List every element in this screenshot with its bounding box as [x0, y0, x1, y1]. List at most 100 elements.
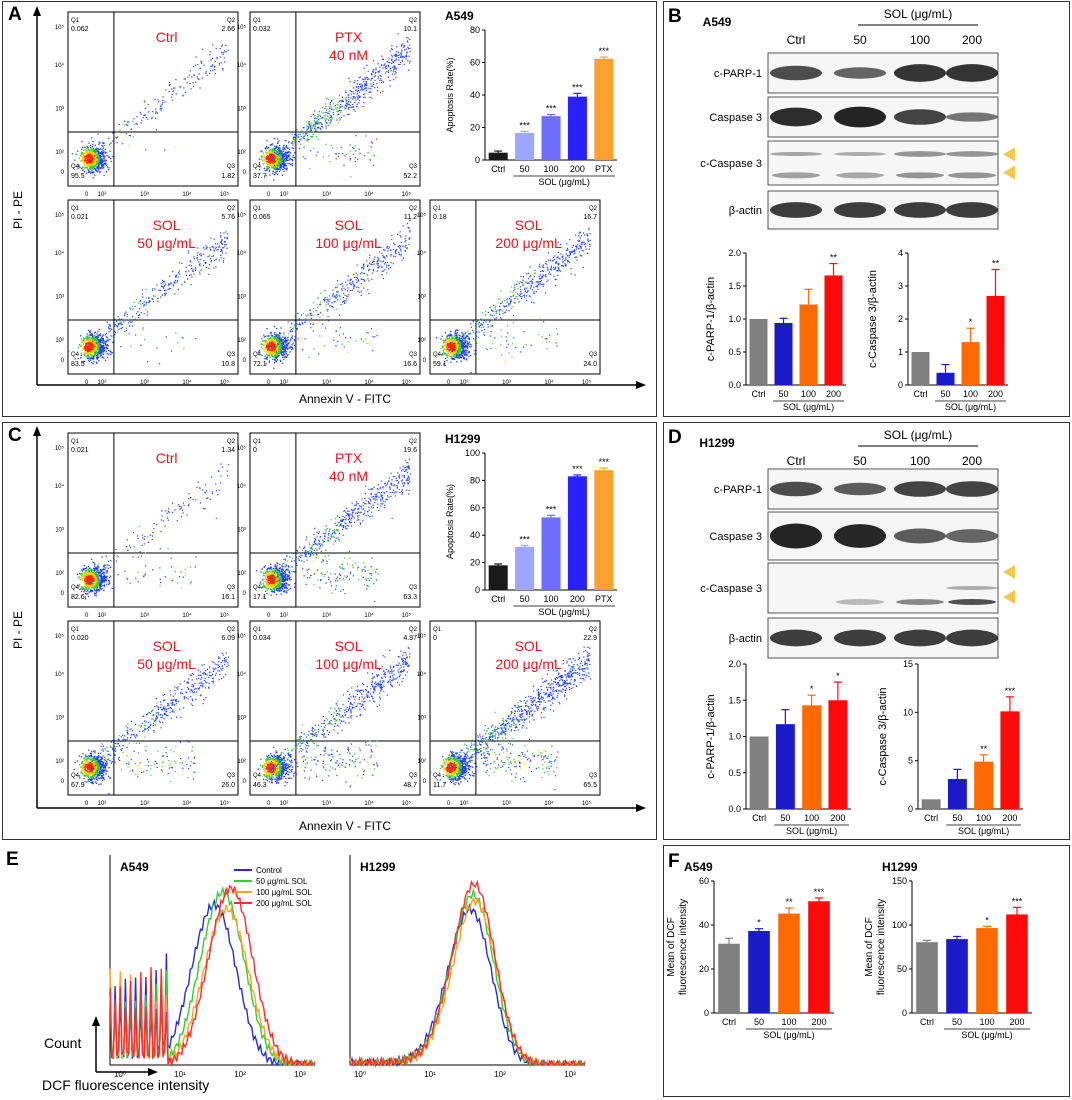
flow-dot: [284, 336, 287, 339]
flow-dot: [100, 353, 102, 355]
flow-dot: [88, 348, 90, 350]
flow-dot: [274, 342, 277, 345]
flow-dot: [345, 91, 347, 94]
flow-dot: [167, 288, 169, 290]
flow-dot: [176, 281, 178, 283]
flow-dot: [336, 103, 338, 106]
flow-dot: [383, 257, 385, 259]
flow-dot: [130, 345, 132, 347]
flow-dot: [367, 152, 369, 154]
flow-dot: [394, 53, 396, 55]
flow-dots: [435, 227, 591, 374]
flow-dot: [268, 160, 270, 162]
flow-dot: [399, 61, 402, 64]
flow-dot: [268, 337, 270, 339]
y-tick-label: 10⁵: [237, 24, 247, 31]
flow-dot: [382, 277, 384, 280]
flow-dot: [390, 253, 392, 255]
flow-dot: [295, 135, 297, 138]
flow-dot: [443, 353, 446, 355]
flow-dot: [193, 66, 195, 68]
flow-dot: [96, 357, 98, 360]
flow-dot: [264, 348, 267, 350]
flow-dot: [93, 149, 96, 151]
flow-dot: [276, 155, 278, 157]
flow-dot: [140, 344, 142, 346]
flow-dot: [338, 94, 341, 97]
flow-dot: [175, 276, 177, 278]
flow-dot: [126, 121, 128, 123]
flow-dot: [204, 248, 206, 250]
flow-dot: [267, 167, 269, 169]
flow-dot: [293, 344, 296, 347]
flow-dot: [87, 147, 89, 149]
flow-dot: [456, 335, 458, 337]
flow-dot: [91, 167, 94, 169]
flow-dot: [332, 293, 334, 296]
flow-dot: [95, 157, 97, 159]
flow-dot: [88, 350, 90, 352]
panel-letter-c: C: [8, 425, 22, 446]
flow-dot: [274, 348, 276, 351]
flow-dot: [136, 123, 138, 125]
flow-dot: [221, 250, 223, 252]
flow-dot: [368, 280, 370, 282]
flow-dot: [356, 264, 358, 266]
flow-dot: [106, 336, 108, 338]
quadrant-value-q4: 72.1: [253, 361, 267, 368]
flow-dot: [99, 338, 102, 340]
flow-dot: [286, 343, 289, 345]
flow-dot: [99, 350, 102, 353]
flow-dot: [200, 269, 202, 272]
flow-dot: [398, 59, 400, 61]
flow-dot: [308, 123, 310, 125]
flow-dot: [448, 344, 451, 347]
flow-dot: [261, 344, 264, 346]
flow-dot: [387, 71, 390, 74]
flow-dot: [373, 258, 375, 260]
flow-dot: [206, 74, 208, 77]
flow-dot: [270, 164, 272, 166]
flow-dot: [409, 219, 411, 222]
flow-dot: [398, 63, 400, 66]
flow-dot: [97, 336, 99, 338]
flow-dot: [131, 305, 133, 307]
flow-dot: [381, 252, 383, 255]
flow-dot: [93, 340, 95, 343]
flow-dot: [270, 159, 272, 162]
flow-dot: [391, 56, 393, 58]
flow-dot: [292, 154, 294, 156]
flow-dot: [340, 303, 342, 306]
flow-dot: [367, 278, 369, 280]
flow-dot: [97, 150, 99, 152]
flow-dot: [357, 97, 359, 99]
flow-dot: [145, 304, 147, 306]
flow-dot: [139, 334, 141, 336]
flow-dot: [386, 71, 388, 73]
flow-dot: [211, 259, 213, 262]
flow-dot: [266, 152, 269, 154]
flow-dot: [88, 330, 91, 333]
flow-dot: [221, 44, 223, 46]
flow-dot: [277, 149, 279, 151]
flow-dots: [258, 33, 411, 181]
flow-dot: [444, 345, 446, 348]
flow-dot: [361, 87, 363, 89]
flow-dot: [208, 267, 210, 269]
flow-dot: [301, 129, 303, 131]
flow-dot: [272, 170, 274, 173]
flow-dot: [226, 244, 228, 246]
flow-dot: [270, 349, 272, 352]
flow-dot: [339, 298, 342, 300]
flow-dot: [462, 342, 464, 345]
flow-dot: [87, 154, 90, 156]
flow-dot: [287, 147, 289, 149]
flow-dot: [185, 271, 187, 273]
flow-dot: [334, 301, 337, 303]
flow-dot: [275, 145, 278, 147]
flow-dot: [313, 311, 315, 313]
flow-dot: [90, 158, 92, 160]
flow-dot: [282, 168, 284, 171]
flow-dot: [291, 335, 293, 337]
flow-dot: [380, 265, 382, 267]
